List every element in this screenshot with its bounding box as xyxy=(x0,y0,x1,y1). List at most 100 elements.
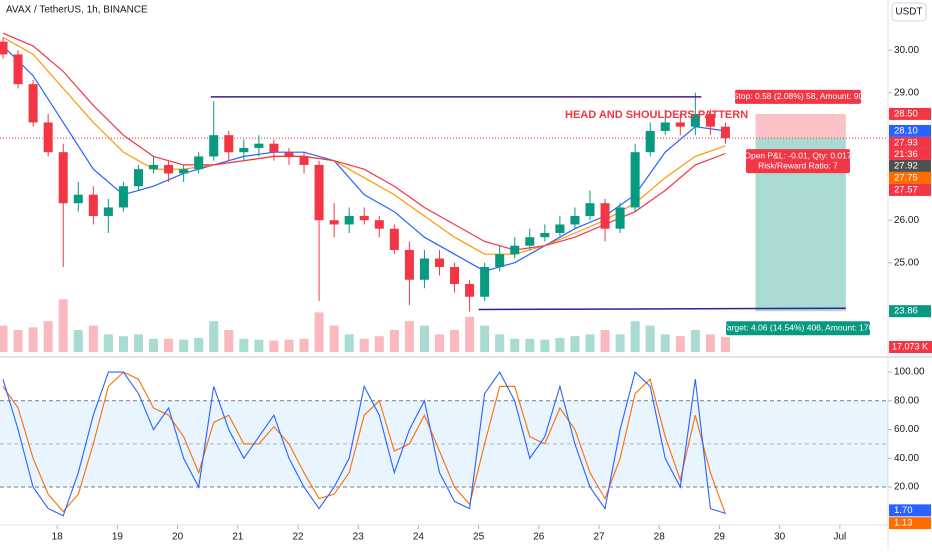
candle-body xyxy=(585,203,595,216)
candle-body xyxy=(434,258,444,267)
x-tick-label: 28 xyxy=(654,532,666,543)
volume-bar xyxy=(43,321,53,352)
volume-bar xyxy=(389,330,399,352)
x-tick-label: 23 xyxy=(353,532,365,543)
value-badge xyxy=(889,517,931,530)
volume-bar xyxy=(73,330,83,352)
volume-bar xyxy=(525,338,535,352)
candle-body xyxy=(510,245,520,255)
candle-body xyxy=(615,207,625,229)
candle-body xyxy=(43,122,53,153)
x-tick-label: 21 xyxy=(232,532,244,543)
candle-body xyxy=(284,152,294,157)
y-tick-label: 25.00 xyxy=(894,257,919,268)
candle-body xyxy=(149,164,159,170)
volume-bar xyxy=(675,336,685,352)
x-tick-label: 18 xyxy=(52,532,64,543)
volume-bar xyxy=(269,340,279,352)
candle-body xyxy=(314,164,324,221)
price-badge-label: 28.10 xyxy=(894,125,918,136)
candle-body xyxy=(164,164,174,174)
candle-body xyxy=(645,130,655,153)
target-label: Target: 4.06 (14.54%) 406, Amount: 170 xyxy=(723,322,874,332)
volume-bar xyxy=(510,338,520,352)
volume-badge xyxy=(889,341,932,353)
pattern-annotation: HEAD AND SHOULDERS PATTERN xyxy=(565,109,748,121)
volume-bar xyxy=(645,325,655,352)
candle-body xyxy=(269,143,279,153)
candle-body xyxy=(630,152,640,208)
x-tick-label: Jul xyxy=(833,532,846,543)
y-tick-label: 80.00 xyxy=(894,395,919,406)
candle-body xyxy=(28,84,38,123)
price-badge xyxy=(889,305,931,318)
candle-body xyxy=(540,232,550,238)
candle-body xyxy=(299,156,309,165)
value-badge-label: 1.70 xyxy=(894,505,913,516)
volume-bar xyxy=(705,334,715,352)
x-tick-label: 20 xyxy=(172,532,184,543)
candle-body xyxy=(374,220,384,229)
target-label-box xyxy=(726,321,870,336)
volume-bar xyxy=(28,327,38,352)
candle-body xyxy=(133,169,143,187)
price-badge-label: 27.75 xyxy=(894,172,918,183)
volume-bar xyxy=(555,337,565,352)
volume-bar xyxy=(13,330,23,352)
oscillator-line xyxy=(2,371,726,517)
trendline xyxy=(478,307,846,311)
candle-body xyxy=(254,143,264,148)
price-badge-label: 23.86 xyxy=(894,306,918,317)
x-tick-label: 22 xyxy=(292,532,304,543)
volume-bar xyxy=(329,325,339,352)
stop-label-box xyxy=(735,89,861,104)
currency-button[interactable] xyxy=(891,2,927,22)
candle-body xyxy=(329,220,339,225)
x-tick-label: 25 xyxy=(473,532,485,543)
volume-bar xyxy=(224,330,234,352)
y-tick-label: 100.00 xyxy=(894,367,925,378)
candle-body xyxy=(344,215,354,225)
volume-bar xyxy=(434,334,444,352)
x-tick-label: 19 xyxy=(112,532,124,543)
volume-bar xyxy=(284,339,294,352)
volume-bar xyxy=(585,334,595,352)
volume-bar xyxy=(0,325,8,352)
candle-body xyxy=(555,224,565,233)
candle-body xyxy=(88,194,98,216)
volume-bar xyxy=(149,338,159,352)
volume-bar xyxy=(118,336,128,352)
price-badge xyxy=(889,124,931,137)
candle-body xyxy=(660,122,670,131)
volume-bar xyxy=(314,312,324,352)
volume-bar xyxy=(88,325,98,352)
price-badge xyxy=(889,171,931,184)
volume-bar xyxy=(465,316,475,352)
volume-badge-label: 17.073 K xyxy=(892,341,928,351)
candle-body xyxy=(480,266,490,297)
volume-bar xyxy=(103,334,113,352)
x-tick-label: 27 xyxy=(593,532,605,543)
price-badge xyxy=(889,183,931,196)
volume-bar xyxy=(194,337,204,352)
candle-body xyxy=(239,147,249,153)
candle-body xyxy=(675,122,685,127)
ratio-label: Risk/Reward Ratio: 7 xyxy=(758,160,838,170)
volume-bar xyxy=(450,330,460,352)
candle-body xyxy=(224,135,234,153)
currency[interactable]: USDT xyxy=(895,7,922,18)
volume-bar xyxy=(720,336,730,352)
volume-bar xyxy=(540,339,550,352)
chart-title: AVAX / TetherUS, 1h, BINANCE xyxy=(6,5,148,16)
candle-body xyxy=(600,203,610,229)
x-tick-label: 26 xyxy=(533,532,545,543)
candle-body xyxy=(179,169,189,174)
candle-body xyxy=(389,228,399,250)
y-tick-label: 40.00 xyxy=(894,453,919,464)
candle-body xyxy=(450,266,460,284)
volume-bar xyxy=(404,321,414,352)
candle-body xyxy=(0,41,8,55)
volume-bar xyxy=(179,339,189,352)
value-badge-label: 1.13 xyxy=(894,518,913,529)
pnl-label: Open P&L: -0.01, Qty: 0.017 xyxy=(744,150,852,160)
